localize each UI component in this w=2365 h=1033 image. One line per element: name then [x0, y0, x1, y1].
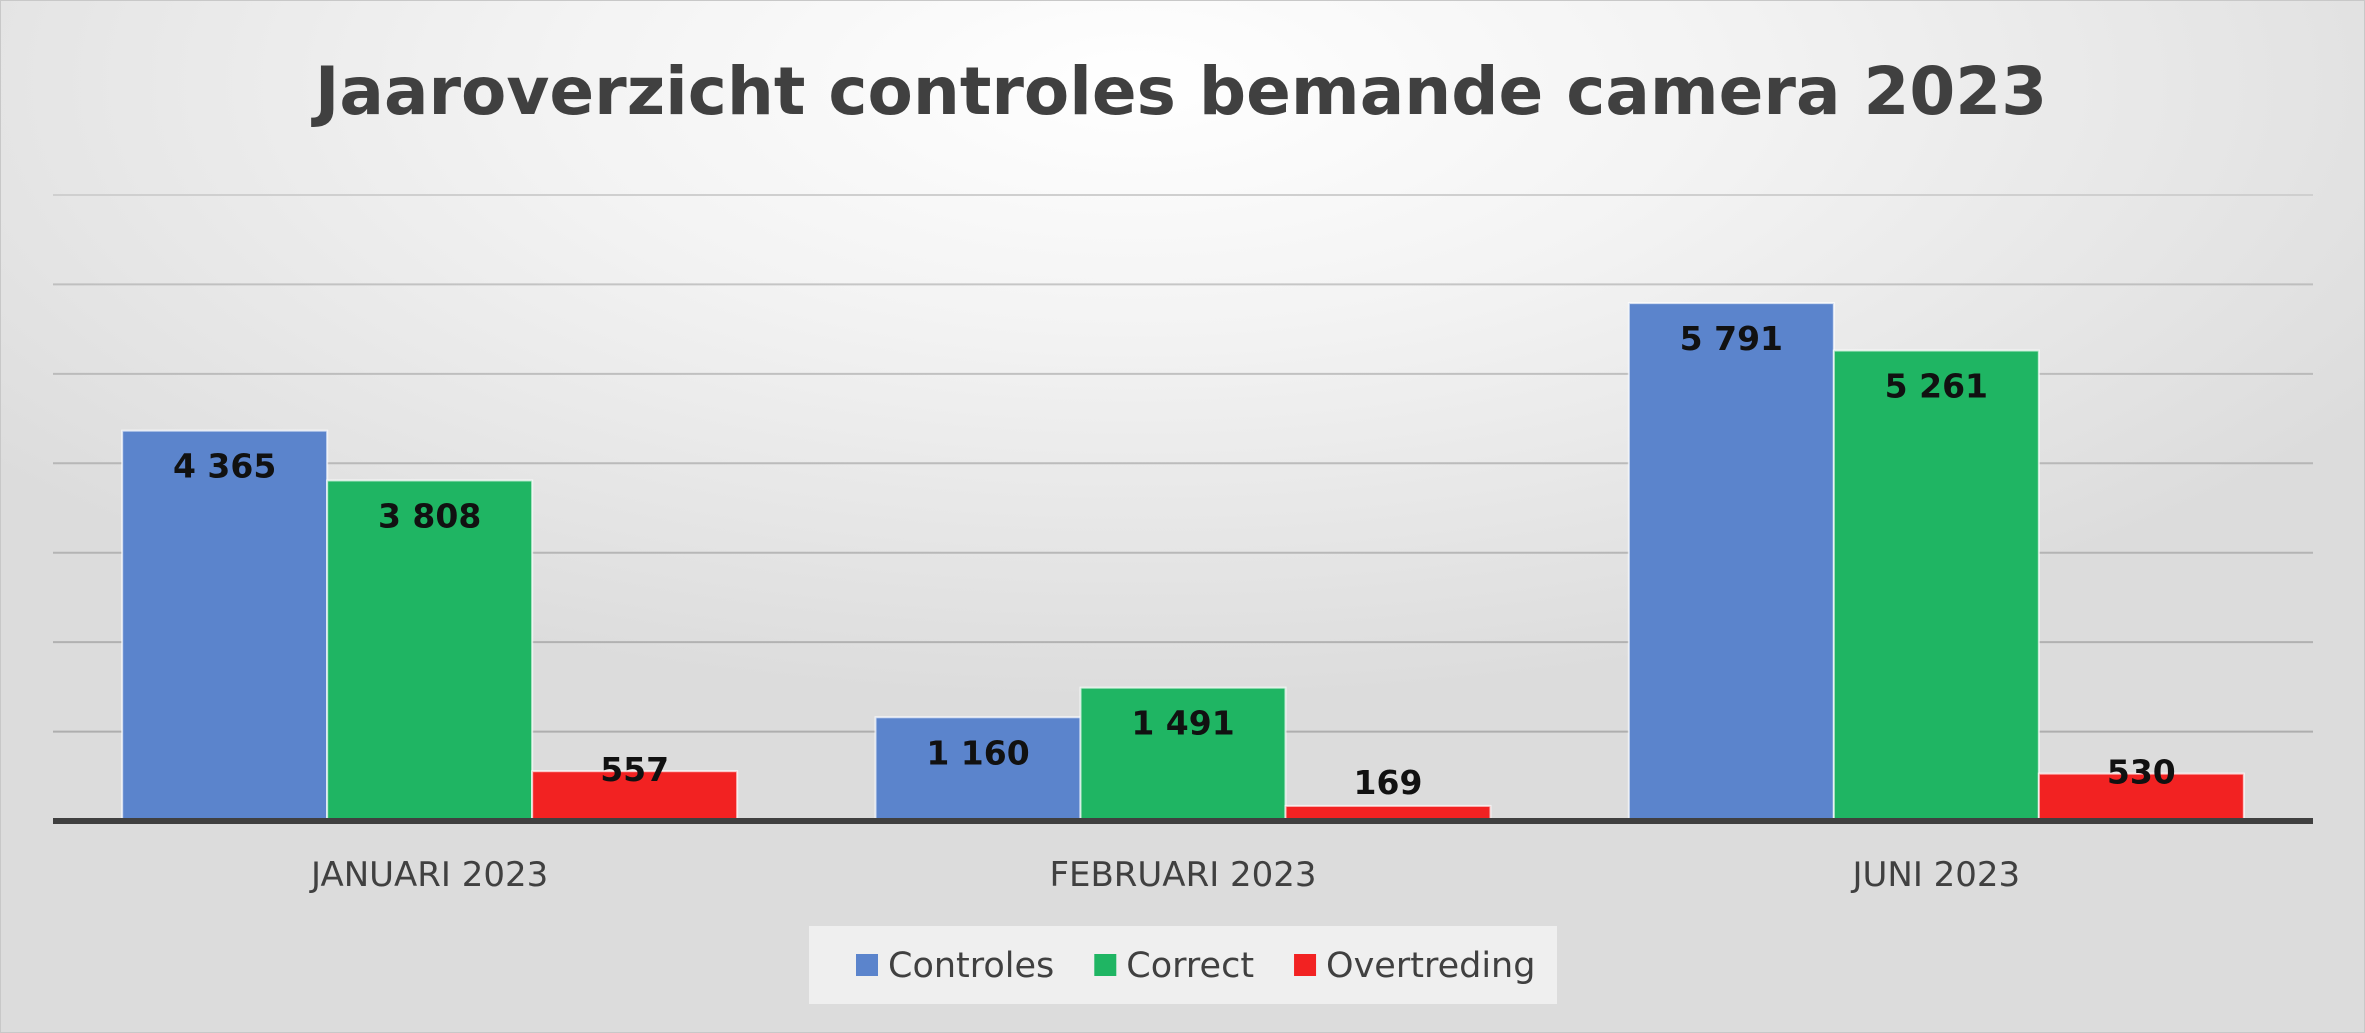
data-label-overtreding-2: 169: [1354, 763, 1423, 802]
bar-overtreding-1: [531, 770, 739, 823]
data-label-correct-2: 1 491: [1131, 704, 1234, 743]
bar-overtreding-3: [2037, 772, 2245, 822]
data-label-correct-1: 3 808: [378, 496, 481, 535]
data-label-controles-2: 1 160: [926, 733, 1029, 772]
data-label-overtreding-1: 557: [600, 750, 669, 789]
x-axis-ticks: JANUARI 2023 FEBRUARI 2023 JUNI 2023: [309, 855, 2020, 895]
legend-item-correct: Correct: [1094, 946, 1254, 986]
bar-correct-1: [326, 479, 534, 822]
bar-controles-3: [1627, 302, 1835, 822]
x-tick-label: JANUARI 2023: [309, 855, 548, 895]
x-tick-label: FEBRUARI 2023: [1049, 855, 1316, 895]
legend-item-overtreding: Overtreding: [1294, 946, 1535, 986]
bar-correct-2: [1079, 686, 1287, 822]
x-tick-label: JUNI 2023: [1850, 855, 2020, 895]
legend-label: Correct: [1126, 946, 1254, 986]
data-label-overtreding-3: 530: [2107, 753, 2176, 792]
bar-correct-3: [1832, 349, 2040, 822]
data-label-controles-3: 5 791: [1680, 319, 1783, 358]
legend: Controles Correct Overtreding: [809, 926, 1557, 1004]
legend-swatch: [1094, 954, 1117, 976]
data-labels: 4 365 3 808 557 1 160 1 491 169 5 791 5 261 530: [173, 319, 2176, 802]
chart-title: Jaaroverzicht controles bemande camera 2…: [311, 53, 2047, 130]
legend-swatch: [1294, 954, 1317, 976]
bar-controles-1: [121, 429, 329, 822]
legend-label: Overtreding: [1326, 946, 1535, 986]
legend-item-controles: Controles: [856, 946, 1054, 986]
data-label-correct-3: 5 261: [1885, 367, 1988, 406]
data-label-controles-1: 4 365: [173, 447, 276, 486]
legend-background: [809, 926, 1557, 1004]
bars: [121, 302, 2245, 823]
legend-swatch: [856, 954, 878, 976]
legend-label: Controles: [888, 946, 1054, 986]
